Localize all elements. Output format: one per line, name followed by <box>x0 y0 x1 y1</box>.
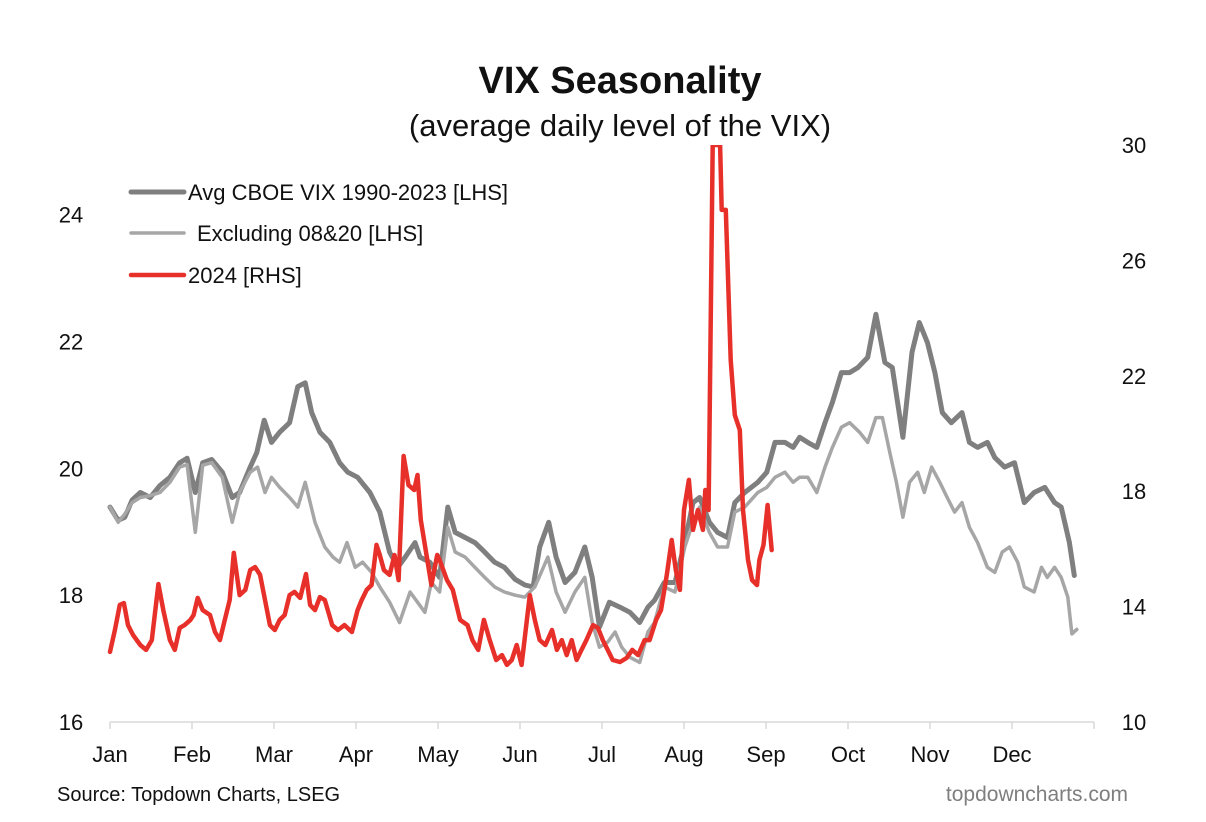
y-axis-left: 16 18 20 22 24 <box>59 203 83 735</box>
x-axis: Jan Feb Mar Apr May Jun Jul Aug Sep Oct Nov Dec <box>92 721 1095 767</box>
y-left-tick-label: 16 <box>59 710 83 735</box>
legend-label-2024: 2024 [RHS] <box>188 263 302 288</box>
y-right-tick-label: 18 <box>1122 479 1146 504</box>
x-tick-label: Feb <box>173 742 211 767</box>
source-note: Source: Topdown Charts, LSEG <box>57 784 340 806</box>
series-line-excl-08-20 <box>108 415 1079 665</box>
y-left-tick-label: 18 <box>59 583 83 608</box>
legend-item-avg-vix: Avg CBOE VIX 1990-2023 [LHS] <box>128 180 508 205</box>
x-tick-label: Jun <box>502 742 537 767</box>
y-left-tick-label: 24 <box>59 203 83 228</box>
legend-item-excl-08-20: Excluding 08&20 [LHS] <box>129 221 423 246</box>
x-tick-label: Aug <box>664 742 703 767</box>
legend-label-excl-08-20: Excluding 08&20 [LHS] <box>197 221 423 246</box>
legend-item-2024: 2024 [RHS] <box>128 263 302 288</box>
y-right-tick-label: 14 <box>1122 595 1146 620</box>
chart-title: VIX Seasonality <box>478 60 761 102</box>
x-tick-label: May <box>417 742 459 767</box>
y-axis-right: 10 14 18 22 26 30 <box>1122 133 1146 735</box>
x-tick-label: Jan <box>92 742 127 767</box>
y-right-tick-label: 22 <box>1122 364 1146 389</box>
y-left-tick-label: 20 <box>59 456 83 481</box>
y-right-tick-label: 30 <box>1122 133 1146 158</box>
y-right-tick-label: 26 <box>1122 248 1146 273</box>
legend: Avg CBOE VIX 1990-2023 [LHS] Excluding 0… <box>128 180 508 288</box>
legend-label-avg-vix: Avg CBOE VIX 1990-2023 [LHS] <box>188 180 508 205</box>
chart-subtitle: (average daily level of the VIX) <box>409 108 831 143</box>
y-left-tick-label: 22 <box>59 330 83 355</box>
series-line-2024 <box>107 145 774 668</box>
x-tick-label: Nov <box>910 742 949 767</box>
brand-watermark: topdowncharts.com <box>946 783 1128 806</box>
x-tick-label: Oct <box>831 742 865 767</box>
x-tick-label: Jul <box>588 742 616 767</box>
x-tick-label: Dec <box>992 742 1031 767</box>
y-right-tick-label: 10 <box>1122 710 1146 735</box>
x-tick-label: Mar <box>255 742 293 767</box>
x-tick-label: Sep <box>746 742 785 767</box>
x-tick-label: Apr <box>339 742 373 767</box>
series-line-avg-vix <box>107 311 1077 630</box>
series-layer <box>107 145 1079 668</box>
